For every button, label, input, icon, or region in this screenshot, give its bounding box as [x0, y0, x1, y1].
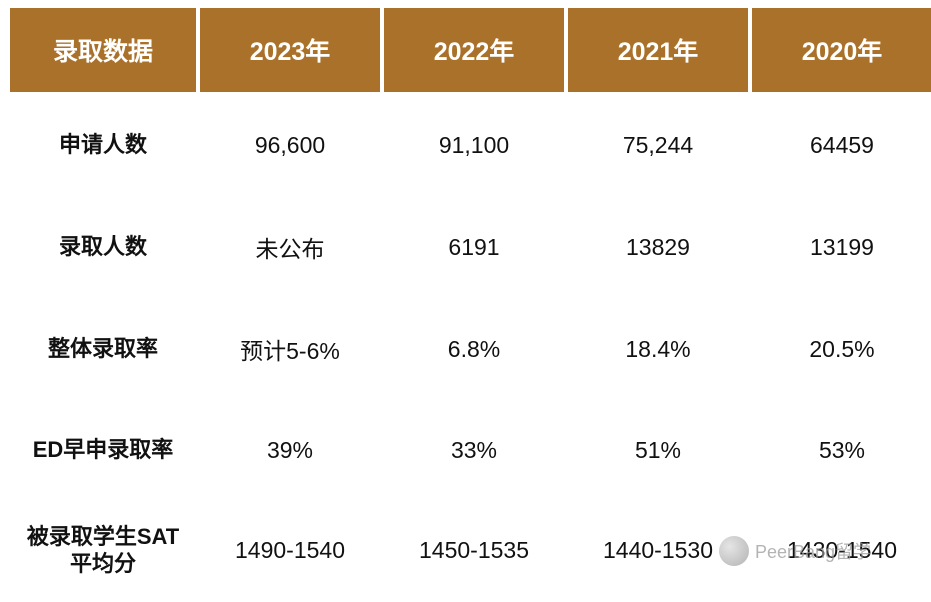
row-label: 整体录取率: [10, 300, 196, 398]
table-header-row: 录取数据 2023年 2022年 2021年 2020年: [10, 8, 931, 92]
table-cell: 91,100: [384, 96, 564, 194]
table-cell: 51%: [568, 402, 748, 498]
col-header-2023: 2023年: [200, 8, 380, 92]
table-cell: 53%: [752, 402, 931, 498]
table-cell: 1490-1540: [200, 502, 380, 598]
table-cell: 13829: [568, 198, 748, 296]
col-header-2020: 2020年: [752, 8, 931, 92]
table-cell: 13199: [752, 198, 931, 296]
admissions-table: 录取数据 2023年 2022年 2021年 2020年 申请人数 96,600…: [6, 4, 931, 602]
table-cell: 1450-1535: [384, 502, 564, 598]
table-cell: 39%: [200, 402, 380, 498]
table-cell: 33%: [384, 402, 564, 498]
table-cell: 6.8%: [384, 300, 564, 398]
table-cell: 64459: [752, 96, 931, 194]
table-row: 录取人数 未公布 6191 13829 13199: [10, 198, 931, 296]
row-label: ED早申录取率: [10, 402, 196, 498]
table-cell: 预计5-6%: [200, 300, 380, 398]
table-cell: 18.4%: [568, 300, 748, 398]
table-row: 整体录取率 预计5-6% 6.8% 18.4% 20.5%: [10, 300, 931, 398]
table-cell: 20.5%: [752, 300, 931, 398]
table-row: ED早申录取率 39% 33% 51% 53%: [10, 402, 931, 498]
table-row: 申请人数 96,600 91,100 75,244 64459: [10, 96, 931, 194]
table-cell: 96,600: [200, 96, 380, 194]
table-cell: 6191: [384, 198, 564, 296]
col-header-2022: 2022年: [384, 8, 564, 92]
table-cell: 1430-1540: [752, 502, 931, 598]
col-header-metric: 录取数据: [10, 8, 196, 92]
row-label: 申请人数: [10, 96, 196, 194]
table-row: 被录取学生SAT平均分 1490-1540 1450-1535 1440-153…: [10, 502, 931, 598]
table-cell: 1440-1530: [568, 502, 748, 598]
table-cell: 未公布: [200, 198, 380, 296]
col-header-2021: 2021年: [568, 8, 748, 92]
row-label: 录取人数: [10, 198, 196, 296]
table-body: 申请人数 96,600 91,100 75,244 64459 录取人数 未公布…: [10, 96, 931, 598]
table-cell: 75,244: [568, 96, 748, 194]
row-label: 被录取学生SAT平均分: [10, 502, 196, 598]
